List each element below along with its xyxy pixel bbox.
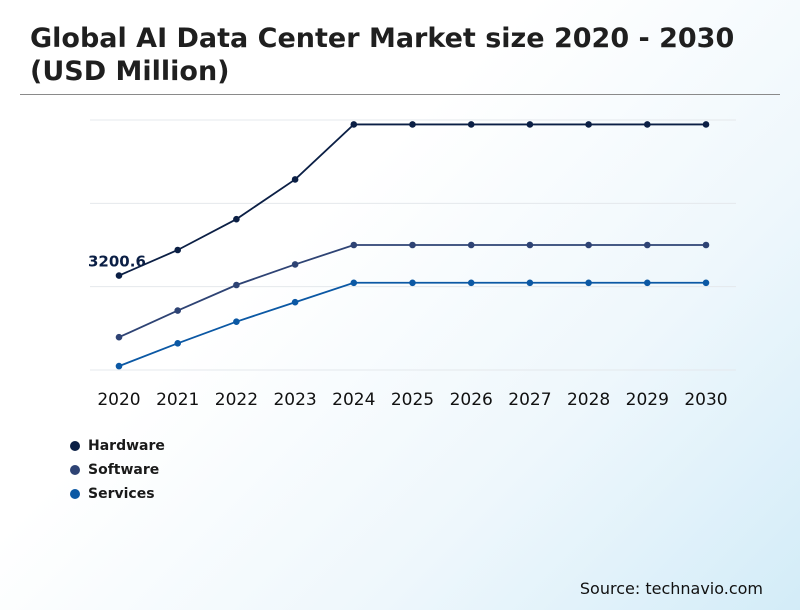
data-point-services: [174, 340, 181, 347]
data-point-software: [644, 241, 651, 249]
data-point-software: [350, 241, 358, 249]
series-line-hardware: [118, 123, 706, 277]
title-divider: [20, 94, 780, 95]
data-point-services: [702, 279, 710, 287]
legend: Hardware Software Services: [70, 434, 165, 506]
data-point-services: [526, 279, 534, 287]
data-point-software: [409, 241, 416, 249]
data-point-hardware: [233, 215, 240, 223]
legend-marker: [70, 465, 80, 475]
legend-label: Software: [88, 462, 160, 478]
x-tick-label: 2021: [156, 390, 199, 410]
series-line-software: [118, 244, 706, 339]
data-point-hardware: [409, 121, 416, 128]
data-point-software: [115, 333, 123, 341]
data-point-hardware: [291, 176, 299, 183]
x-tick-label: 2029: [626, 390, 669, 410]
source-credit: Source: technavio.com: [579, 579, 763, 598]
data-point-hardware: [350, 121, 358, 128]
data-point-software: [702, 241, 710, 249]
series-points: [115, 121, 710, 370]
legend-item-hardware: Hardware: [70, 434, 165, 458]
x-tick-label: 2030: [684, 390, 727, 410]
gridlines: [90, 119, 736, 371]
data-annotations: 3200.6: [88, 253, 146, 271]
data-point-hardware: [174, 246, 181, 254]
x-tick-label: 2024: [332, 390, 375, 410]
x-tick-label: 2023: [273, 390, 316, 410]
data-point-services: [115, 362, 123, 370]
legend-label: Services: [88, 486, 155, 502]
data-point-hardware: [467, 121, 475, 128]
x-tick-label: 2026: [450, 390, 493, 410]
data-point-hardware: [585, 121, 592, 128]
data-point-software: [291, 261, 299, 268]
data-point-services: [585, 279, 592, 287]
line-chart: 2020 2021 2022 2023 2024 2025 2026 2027 2028 2029…: [88, 119, 736, 410]
x-axis-ticks: 2020 2021 2022 2023 2024 2025 2026 2027 2028 2029…: [97, 390, 727, 410]
data-point-software: [585, 241, 592, 249]
data-point-software: [233, 281, 240, 289]
legend-item-services: Services: [70, 482, 165, 506]
x-tick-label: 2028: [567, 390, 610, 410]
data-point-software: [467, 241, 475, 249]
data-point-services: [350, 279, 358, 287]
series-line-services: [118, 281, 706, 367]
legend-label: Hardware: [88, 438, 165, 454]
data-point-services: [233, 318, 240, 325]
data-point-hardware: [115, 272, 123, 279]
data-point-software: [526, 241, 534, 249]
legend-marker: [70, 441, 80, 451]
legend-marker: [70, 489, 80, 499]
data-point-services: [467, 279, 475, 287]
x-tick-label: 2025: [391, 390, 434, 410]
data-label: 3200.6: [88, 253, 146, 271]
data-point-services: [409, 279, 416, 287]
data-point-software: [174, 307, 181, 314]
data-point-hardware: [702, 121, 710, 128]
x-tick-label: 2027: [508, 390, 551, 410]
data-point-hardware: [644, 121, 651, 128]
chart-title: Global AI Data Center Market size 2020 -…: [30, 23, 735, 87]
data-point-hardware: [526, 121, 534, 128]
x-tick-label: 2020: [97, 390, 140, 410]
x-tick-label: 2022: [215, 390, 258, 410]
legend-item-software: Software: [70, 458, 165, 482]
data-point-services: [644, 279, 651, 287]
data-point-services: [291, 298, 299, 306]
